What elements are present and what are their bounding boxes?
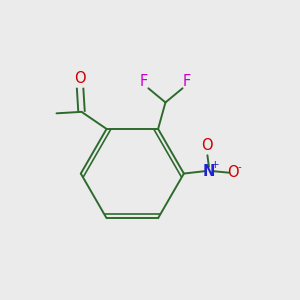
Text: F: F	[140, 74, 148, 89]
Text: O: O	[226, 165, 238, 180]
Text: O: O	[202, 138, 213, 153]
Text: +: +	[211, 160, 220, 170]
Text: N: N	[203, 164, 215, 179]
Text: F: F	[183, 74, 191, 89]
Text: O: O	[74, 71, 86, 86]
Text: -: -	[237, 162, 241, 172]
